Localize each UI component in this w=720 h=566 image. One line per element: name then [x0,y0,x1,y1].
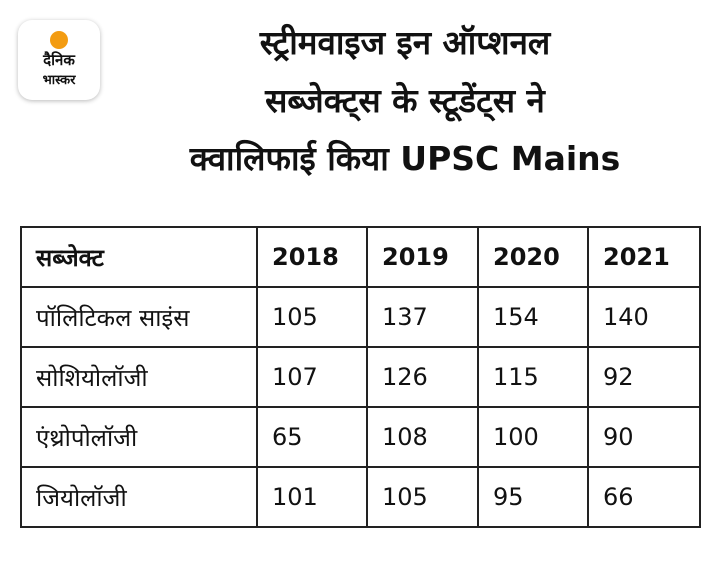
header-year-2020: 2020 [477,226,589,288]
value-cell: 100 [477,406,589,468]
title-line-1: स्ट्रीमवाइज इन ऑप्शनल [259,23,551,62]
value-cell: 137 [366,286,479,348]
sun-icon [50,31,68,49]
value-cell: 92 [587,346,701,408]
header-subject: सब्जेक्ट [20,226,258,288]
value-cell: 105 [366,466,479,528]
subject-cell: पॉलिटिकल साइंस [20,286,258,348]
table-row: पॉलिटिकल साइंस 105 137 154 140 [20,286,701,348]
value-cell: 126 [366,346,479,408]
table-header-row: सब्जेक्ट 2018 2019 2020 2021 [20,226,701,288]
subject-cell: सोशियोलॉजी [20,346,258,408]
table-row: सोशियोलॉजी 107 126 115 92 [20,346,701,408]
title-line-3: क्वालिफाई किया UPSC Mains [189,139,621,178]
logo-text-line1: दैनिक [43,51,75,69]
value-cell: 95 [477,466,589,528]
value-cell: 108 [366,406,479,468]
header-year-2021: 2021 [587,226,701,288]
value-cell: 101 [256,466,368,528]
value-cell: 66 [587,466,701,528]
logo-text-line2: भास्कर [42,73,76,88]
value-cell: 105 [256,286,368,348]
title-line-2: सब्जेक्ट्स के स्टूडेंट्स ने [265,81,545,120]
value-cell: 90 [587,406,701,468]
value-cell: 65 [256,406,368,468]
page-title: स्ट्रीमवाइज इन ऑप्शनल सब्जेक्ट्स के स्टू… [110,14,700,188]
dainik-bhaskar-logo: दैनिक भास्कर [18,20,100,100]
subject-cell: एंथ्रोपोलॉजी [20,406,258,468]
table-row: एंथ्रोपोलॉजी 65 108 100 90 [20,406,701,468]
value-cell: 140 [587,286,701,348]
subject-cell: जियोलॉजी [20,466,258,528]
value-cell: 154 [477,286,589,348]
value-cell: 115 [477,346,589,408]
table-row: जियोलॉजी 101 105 95 66 [20,466,701,528]
header-year-2018: 2018 [256,226,368,288]
header-year-2019: 2019 [366,226,479,288]
value-cell: 107 [256,346,368,408]
results-table: सब्जेक्ट 2018 2019 2020 2021 पॉलिटिकल सा… [20,226,701,528]
